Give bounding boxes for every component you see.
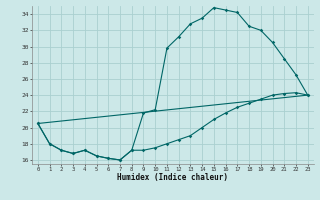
X-axis label: Humidex (Indice chaleur): Humidex (Indice chaleur) [117,173,228,182]
